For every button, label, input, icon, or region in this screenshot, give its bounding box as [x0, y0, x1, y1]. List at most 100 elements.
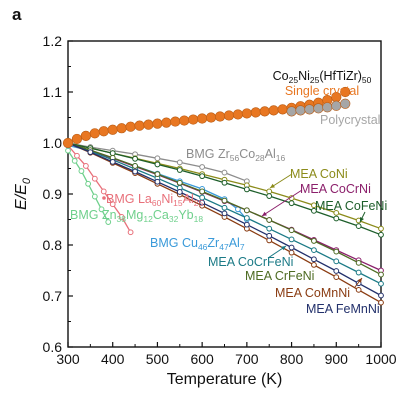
data-point-mea-cocrfeni [243, 215, 250, 221]
x-tick-label: 500 [146, 351, 170, 367]
data-point-mea-cocrfeni [355, 269, 362, 276]
y-tick-label: 1.0 [43, 135, 63, 151]
data-point-mea-coni [378, 225, 384, 232]
data-point-bmg-zn38mg12ca32yb18 [91, 193, 98, 200]
data-point-mea-comnni [355, 286, 362, 293]
data-point-single-crystal [107, 124, 118, 135]
data-point-polycrystal [313, 103, 324, 114]
data-point-single-crystal [62, 137, 74, 149]
data-point-bmg-la60ni15al25 [109, 201, 116, 208]
y-tick-label: 0.6 [43, 339, 63, 355]
data-point-mea-crfeni [176, 179, 183, 186]
data-point-single-crystal [71, 133, 83, 145]
data-point-mea-crfeni [266, 217, 273, 223]
data-point-mea-femnni [266, 232, 273, 239]
x-tick-label: 400 [101, 351, 125, 367]
data-point-mea-coni [333, 209, 340, 216]
data-point-single-crystal [340, 86, 351, 98]
label-bmg-laniai: BMG La60Ni15Al25 [106, 192, 203, 208]
data-point-mea-cocrfeni [333, 258, 340, 265]
data-point-mea-femnni [333, 268, 340, 274]
data-point-bmg-zr56co28al16 [176, 159, 183, 166]
data-point-mea-cocrfeni [288, 236, 295, 243]
panel-label: a [12, 5, 22, 24]
data-point-mea-femnni [311, 256, 317, 263]
data-point-bmg-zn38mg12ca32yb18 [105, 219, 112, 225]
x-tick-label: 700 [235, 351, 259, 367]
x-tick-label: 900 [325, 351, 349, 367]
data-point-single-crystal [241, 108, 252, 119]
data-point-bmg-zn38mg12ca32yb18 [98, 206, 105, 213]
label-bmg-zrcoal: BMG Zr56Co28Al16 [186, 147, 286, 163]
data-point-mea-crfeni [132, 163, 138, 169]
data-point-single-crystal [277, 104, 288, 115]
data-point-single-crystal [161, 117, 172, 128]
x-tick-label: 600 [190, 351, 214, 367]
y-tick-label: 0.9 [43, 186, 63, 202]
data-point-single-crystal [116, 123, 127, 134]
data-point-mea-cocrfeni [266, 225, 273, 232]
data-point-mea-cofeni [199, 173, 206, 180]
data-point-bmg-zn38mg12ca32yb18 [78, 168, 85, 174]
data-point-mea-cofeni [221, 179, 228, 186]
data-point-mea-cofeni [355, 223, 362, 230]
data-point-mea-femnni [87, 149, 94, 156]
label-bmg-znmgcayb: BMG Zn38Mg12Ca32Yb18 [70, 208, 203, 224]
data-point-mea-cocrfeni [311, 247, 317, 254]
data-point-bmg-zr56co28al16 [154, 155, 161, 162]
annotation-arrowhead [262, 211, 267, 216]
annotation-arrowhead [360, 217, 364, 222]
x-tick-label: 800 [280, 351, 304, 367]
label-mea-cocrfeni: MEA CoCrFeNi [208, 255, 293, 269]
data-point-single-crystal [259, 106, 270, 117]
data-point-mea-cocrfeni [221, 204, 228, 211]
data-point-mea-crfeni [311, 238, 317, 244]
y-tick-label: 0.8 [43, 237, 63, 253]
data-point-mea-cofeni [266, 193, 273, 199]
data-point-mea-cofeni [176, 167, 183, 173]
data-point-bmg-zr56co28al16 [199, 164, 206, 170]
data-point-single-crystal [250, 107, 261, 118]
data-point-mea-coni [266, 188, 273, 195]
x-tick-label: 300 [56, 351, 80, 367]
data-point-polycrystal [304, 104, 315, 115]
data-point-mea-cofeni [243, 186, 250, 193]
data-point-mea-femnni [243, 221, 250, 228]
data-point-mea-femnni [288, 244, 295, 251]
y-tick-label: 1.1 [43, 84, 63, 100]
data-point-single-crystal [205, 112, 217, 123]
data-point-mea-crfeni [288, 227, 295, 234]
data-point-single-crystal [98, 126, 109, 137]
y-tick-label: 0.7 [43, 288, 63, 304]
data-point-single-crystal [143, 119, 154, 130]
x-axis-title: Temperature (K) [167, 371, 283, 388]
label-mea-comnni: MEA CoMnNi [275, 286, 350, 300]
data-point-mea-femnni [109, 158, 116, 165]
data-point-polycrystal [340, 98, 351, 109]
data-point-mea-cofeni [109, 150, 116, 157]
label-mea-femnni: MEA FeMnNi [306, 302, 380, 316]
data-point-mea-femnni [199, 199, 206, 206]
data-point-polycrystal [286, 106, 297, 117]
data-point-single-crystal [223, 110, 235, 121]
data-point-mea-crfeni [243, 207, 250, 214]
label-dot-bmg-laniai [102, 196, 106, 200]
data-point-single-crystal [152, 118, 163, 129]
data-point-mea-femnni [221, 210, 228, 217]
plot-area: 300 400 500 600 700 800 900 1000 0.6 0.7 0.8 0.9 1.0… [13, 33, 397, 388]
data-point-bmg-la60ni15al25 [100, 188, 107, 195]
data-point-mea-crfeni [355, 259, 362, 266]
annotation-arrowhead [270, 183, 275, 188]
data-point-single-crystal [197, 113, 208, 124]
data-point-mea-cofeni [288, 200, 295, 207]
label-bmg-cuzral: BMG Cu46Zr47Al7 [150, 236, 245, 252]
data-point-single-crystal [125, 121, 136, 132]
data-point-mea-crfeni [221, 197, 228, 204]
data-point-mea-femnni [154, 178, 161, 185]
data-point-mea-comnni [311, 261, 317, 268]
data-point-mea-crfeni [199, 188, 206, 195]
label-mea-crfeni: MEA CrFeNi [245, 269, 314, 283]
annotation-arrow [261, 189, 303, 217]
data-point-bmg-la60ni15al25 [127, 229, 134, 236]
x-tick-label: 1000 [365, 351, 396, 367]
